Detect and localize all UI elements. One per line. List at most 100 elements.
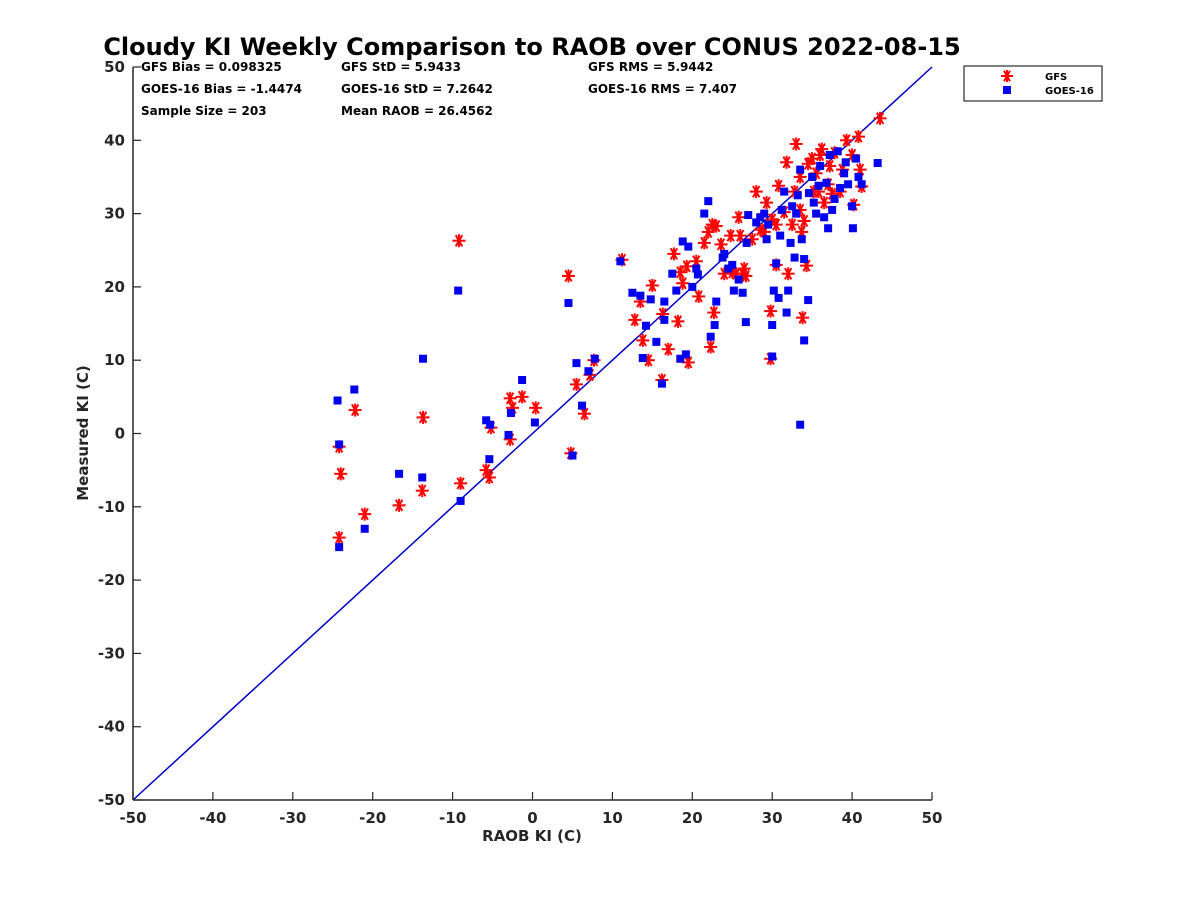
goes16-point bbox=[768, 352, 777, 361]
goes16-point bbox=[688, 282, 697, 291]
gfs-point bbox=[724, 229, 738, 243]
stat-label: GOES-16 RMS = 7.407 bbox=[588, 82, 737, 96]
goes16-point bbox=[809, 198, 818, 207]
goes16-point bbox=[762, 235, 771, 244]
goes16-point bbox=[693, 270, 702, 279]
goes16-point bbox=[638, 354, 647, 363]
gfs-point bbox=[416, 410, 430, 424]
goes16-point bbox=[752, 218, 761, 227]
goes16-point bbox=[672, 286, 681, 295]
goes16-point bbox=[504, 430, 513, 439]
x-tick-label: 50 bbox=[922, 809, 943, 827]
gfs-point bbox=[392, 498, 406, 512]
goes16-point bbox=[720, 249, 729, 258]
y-tick-label: 10 bbox=[104, 351, 125, 369]
goes16-point bbox=[784, 286, 793, 295]
y-tick-label: 30 bbox=[104, 205, 125, 223]
goes16-point bbox=[678, 237, 687, 246]
gfs-point bbox=[817, 196, 831, 210]
x-tick-label: -50 bbox=[119, 809, 146, 827]
goes16-point bbox=[419, 354, 428, 363]
gfs-point bbox=[482, 470, 496, 484]
reference-line-layer bbox=[132, 66, 933, 801]
goes16-point bbox=[506, 408, 515, 417]
goes16-point bbox=[760, 209, 769, 218]
gfs-point bbox=[780, 155, 794, 169]
gfs-point bbox=[692, 289, 706, 303]
goes16-point bbox=[734, 275, 743, 284]
goes16-point bbox=[804, 189, 813, 198]
gfs-point bbox=[561, 269, 575, 283]
gfs-point bbox=[452, 234, 466, 248]
gfs-point bbox=[851, 130, 865, 144]
stats-annotations: GFS Bias = 0.098325 GFS StD = 5.9433 GFS R… bbox=[141, 60, 737, 118]
x-tick-label: -40 bbox=[199, 809, 226, 827]
gfs-point bbox=[709, 219, 723, 233]
goes16-point bbox=[828, 205, 837, 214]
goes16-point bbox=[800, 255, 809, 264]
x-tick-label: 10 bbox=[602, 809, 623, 827]
goes16-point bbox=[796, 420, 805, 429]
goes16-point bbox=[728, 260, 737, 269]
goes16-point bbox=[568, 451, 577, 460]
gfs-point bbox=[796, 311, 810, 325]
goes16-point bbox=[530, 418, 539, 427]
x-tick-label: 20 bbox=[682, 809, 703, 827]
goes16-point bbox=[792, 209, 801, 218]
goes16-point bbox=[360, 524, 369, 533]
goes16-point bbox=[742, 238, 751, 247]
gfs-point bbox=[764, 304, 778, 318]
goes16-point bbox=[572, 359, 581, 368]
goes16-point bbox=[796, 165, 805, 174]
goes16-point bbox=[873, 159, 882, 168]
gfs-point bbox=[704, 340, 718, 354]
goes16-point bbox=[578, 401, 587, 410]
goes16-point bbox=[772, 259, 781, 268]
gfs-point bbox=[714, 237, 728, 251]
goes16-point bbox=[660, 297, 669, 306]
gfs-point bbox=[805, 152, 819, 166]
gfs-point bbox=[529, 401, 543, 415]
goes16-point bbox=[804, 296, 813, 305]
goes16-point bbox=[333, 396, 342, 405]
goes16-point bbox=[824, 224, 833, 233]
goes16-point bbox=[841, 158, 850, 167]
y-tick-label: 40 bbox=[104, 131, 125, 149]
goes16-point bbox=[800, 336, 809, 345]
gfs-point bbox=[680, 259, 694, 273]
gfs-point bbox=[628, 313, 642, 327]
goes16-point bbox=[485, 455, 494, 464]
goes16-point bbox=[454, 286, 463, 295]
goes16-point bbox=[764, 220, 773, 229]
goes16-point bbox=[684, 242, 693, 251]
goes16-point bbox=[657, 379, 666, 388]
gfs-point bbox=[785, 218, 799, 232]
x-tick-label: -20 bbox=[359, 809, 386, 827]
gfs-point bbox=[569, 377, 583, 391]
legend-goes16-label: GOES-16 bbox=[1045, 86, 1094, 97]
y-tick-label: -10 bbox=[98, 498, 125, 516]
goes16-point bbox=[518, 375, 527, 384]
goes16-point bbox=[646, 295, 655, 304]
goes16-point bbox=[335, 440, 344, 449]
goes16-point bbox=[616, 257, 625, 266]
stat-label: GFS Bias = 0.098325 bbox=[141, 60, 282, 74]
goes16-point bbox=[836, 183, 845, 192]
goes16-point bbox=[704, 197, 713, 206]
goes16-point bbox=[822, 178, 831, 187]
goes16-point bbox=[768, 321, 777, 330]
gfs-point bbox=[636, 333, 650, 347]
gfs-point bbox=[515, 390, 529, 404]
gfs-point bbox=[332, 531, 346, 545]
goes16-point bbox=[790, 253, 799, 262]
chart-title: Cloudy KI Weekly Comparison to RAOB over… bbox=[103, 33, 960, 61]
goes16-series bbox=[333, 147, 882, 552]
x-axis-label: RAOB KI (C) bbox=[482, 827, 582, 845]
stat-label: GOES-16 StD = 7.2642 bbox=[341, 82, 493, 96]
stat-label: Sample Size = 203 bbox=[141, 104, 267, 118]
goes16-point bbox=[793, 191, 802, 200]
goes16-point bbox=[812, 209, 821, 218]
goes16-point bbox=[418, 473, 427, 482]
goes16-point bbox=[738, 288, 747, 297]
